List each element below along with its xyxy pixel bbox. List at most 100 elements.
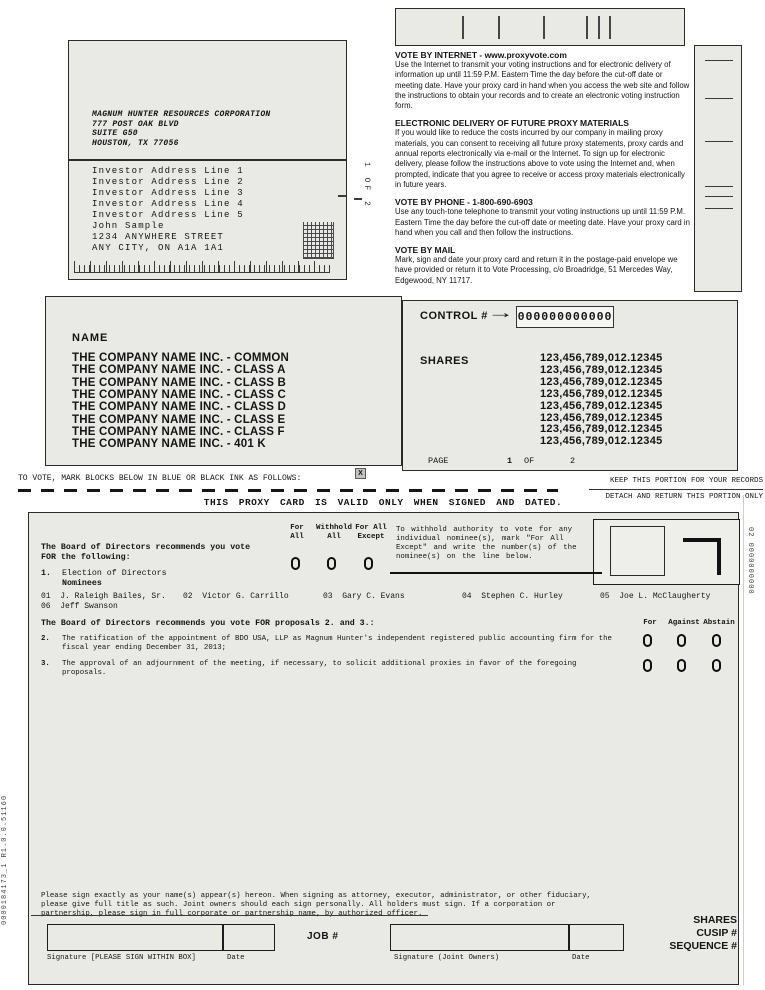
arrow-right-icon: → <box>487 303 515 322</box>
detach-dashed-line <box>18 489 558 492</box>
vote-oval-3-abstain[interactable] <box>712 659 721 672</box>
registration-mark-box <box>593 519 740 585</box>
vote-section-heading: VOTE BY PHONE - 1-800-690-6903 <box>395 197 533 208</box>
nominee-number: 05 <box>600 592 610 601</box>
timing-line <box>705 98 733 99</box>
control-shares-box <box>402 300 738 471</box>
nominee-name: Stephen C. Hurley <box>481 592 563 601</box>
proposal-3-text: The approval of an adjournment of the me… <box>62 660 577 677</box>
address-barcode <box>74 260 330 273</box>
share-value: 123,456,789,012.12345 <box>540 352 663 364</box>
vote-oval-1-for-all[interactable] <box>291 557 300 570</box>
sender-address-line: SUITE G50 <box>92 129 138 139</box>
alignment-grid-pattern <box>303 222 334 259</box>
timing-line <box>705 208 733 209</box>
recipient-address-line: Investor Address Line 3 <box>92 188 244 198</box>
column-header-for: For <box>643 619 657 627</box>
date-2-label: Date <box>572 954 590 962</box>
vote-section-body: If you would like to reduce the costs in… <box>395 128 685 189</box>
item-1-title: Election of Directors <box>62 569 167 578</box>
timing-line <box>705 60 733 61</box>
vote-section-heading: VOTE BY INTERNET - www.proxyvote.com <box>395 50 567 60</box>
vote-oval-1-for-all-except[interactable] <box>364 557 373 570</box>
recipient-city: ANY CITY, ON A1A 1A1 <box>92 243 225 253</box>
nominee-number: 04 <box>462 592 472 601</box>
recipient-address-line: Investor Address Line 5 <box>92 210 244 220</box>
holding-row: THE COMPANY NAME INC. - CLASS C <box>72 388 287 401</box>
vote-oval-2-against[interactable] <box>677 634 686 647</box>
vote-section-body: Use any touch-tone telephone to transmit… <box>395 207 690 237</box>
signature-box-1[interactable] <box>47 924 275 951</box>
nominee-number: 06 <box>41 602 51 611</box>
mark-instruction: TO VOTE, MARK BLOCKS BELOW IN BLUE OR BL… <box>18 474 302 483</box>
sender-address-line: MAGNUM HUNTER RESOURCES CORPORATION <box>92 110 271 119</box>
vote-section-internet: VOTE BY INTERNET - www.proxyvote.com Use… <box>395 50 691 111</box>
recipient-name: John Sample <box>92 221 165 231</box>
barcode-baseline <box>74 272 330 273</box>
nominee-name: Victor G. Carrillo <box>202 592 289 601</box>
registration-square <box>610 526 665 576</box>
holding-row: THE COMPANY NAME INC. - CLASS B <box>72 376 287 389</box>
right-timing-strip <box>694 45 742 292</box>
share-value: 123,456,789,012.12345 <box>540 435 663 448</box>
name-label: NAME <box>72 332 109 344</box>
recipient-address-box <box>68 160 347 280</box>
nominee-name: Gary C. Evans <box>342 592 405 601</box>
vote-oval-2-abstain[interactable] <box>712 634 721 647</box>
nominee-number: 01 <box>41 592 51 601</box>
nominee-number: 03 <box>323 592 333 601</box>
signature-box-2[interactable] <box>390 924 624 951</box>
timing-mark <box>598 16 600 39</box>
timing-line <box>705 141 733 142</box>
control-label: CONTROL # <box>420 310 488 322</box>
vote-section-body: Mark, sign and date your proxy card and … <box>395 255 678 285</box>
for-all-except-write-in-line[interactable] <box>390 572 602 574</box>
signature-instructions-underline <box>31 915 428 916</box>
share-value: 123,456,789,012.12345 <box>540 411 663 424</box>
footer-sequence-label: SEQUENCE # <box>669 940 737 952</box>
page-marker-vertical: 1 OF 2 <box>362 162 371 209</box>
sender-address-line: 777 POST OAK BLVD <box>92 119 179 129</box>
vote-oval-1-withhold-all[interactable] <box>327 557 336 570</box>
sender-address-line: HOUSTON, TX 77056 <box>92 138 179 148</box>
detach-notice: DETACH AND RETURN THIS PORTION ONLY <box>605 493 763 501</box>
proposal-3-number: 3. <box>41 660 50 668</box>
account-name-box <box>45 296 402 466</box>
barcode-ticks-tall <box>74 261 330 272</box>
signature-1-label: Signature [PLEASE SIGN WITHIN BOX] <box>47 954 196 962</box>
footer-right-labels: SHARES CUSIP # SEQUENCE # <box>590 914 737 953</box>
valid-notice: THIS PROXY CARD IS VALID ONLY WHEN SIGNE… <box>203 497 563 508</box>
proposal-2-number: 2. <box>41 635 50 643</box>
vote-oval-2-for[interactable] <box>643 634 652 647</box>
recommendation-1: The Board of Directors recommends you vo… <box>41 543 251 562</box>
timing-mark <box>498 16 500 39</box>
recipient-address-line: Investor Address Line 2 <box>92 177 244 187</box>
vote-oval-3-against[interactable] <box>677 659 686 672</box>
timing-mark <box>609 16 611 39</box>
corner-registration-mark <box>717 538 721 575</box>
timing-mark <box>543 16 545 39</box>
vote-oval-3-for[interactable] <box>643 659 652 672</box>
timing-mark <box>586 16 588 39</box>
proxy-card-body <box>28 512 739 985</box>
nominee-number: 02 <box>183 592 193 601</box>
nominee-item: 04 Stephen C. Hurley <box>462 592 563 601</box>
corner-registration-mark <box>683 538 721 542</box>
share-value: 123,456,789,012.12345 <box>540 363 663 376</box>
gutter-dash <box>354 198 362 200</box>
column-header-for-all-except: For All Except <box>355 524 387 541</box>
timing-line <box>705 196 733 197</box>
recipient-address-line: Investor Address Line 4 <box>92 199 244 209</box>
vote-section-body: Use the Internet to transmit your voting… <box>395 60 690 111</box>
timing-line <box>705 186 733 187</box>
vote-section-heading: ELECTRONIC DELIVERY OF FUTURE PROXY MATE… <box>395 118 629 129</box>
keep-records-underline <box>589 488 763 490</box>
share-value: 123,456,789,012.12345 <box>540 423 663 436</box>
gutter-dash <box>338 195 346 197</box>
nominee-item: 06 Jeff Swanson <box>41 602 118 611</box>
job-number-label: JOB # <box>307 931 339 942</box>
share-value: 123,456,789,012.12345 <box>540 387 663 400</box>
column-header-against: Against <box>668 619 700 627</box>
signature-instructions: Please sign exactly as your name(s) appe… <box>41 892 591 918</box>
